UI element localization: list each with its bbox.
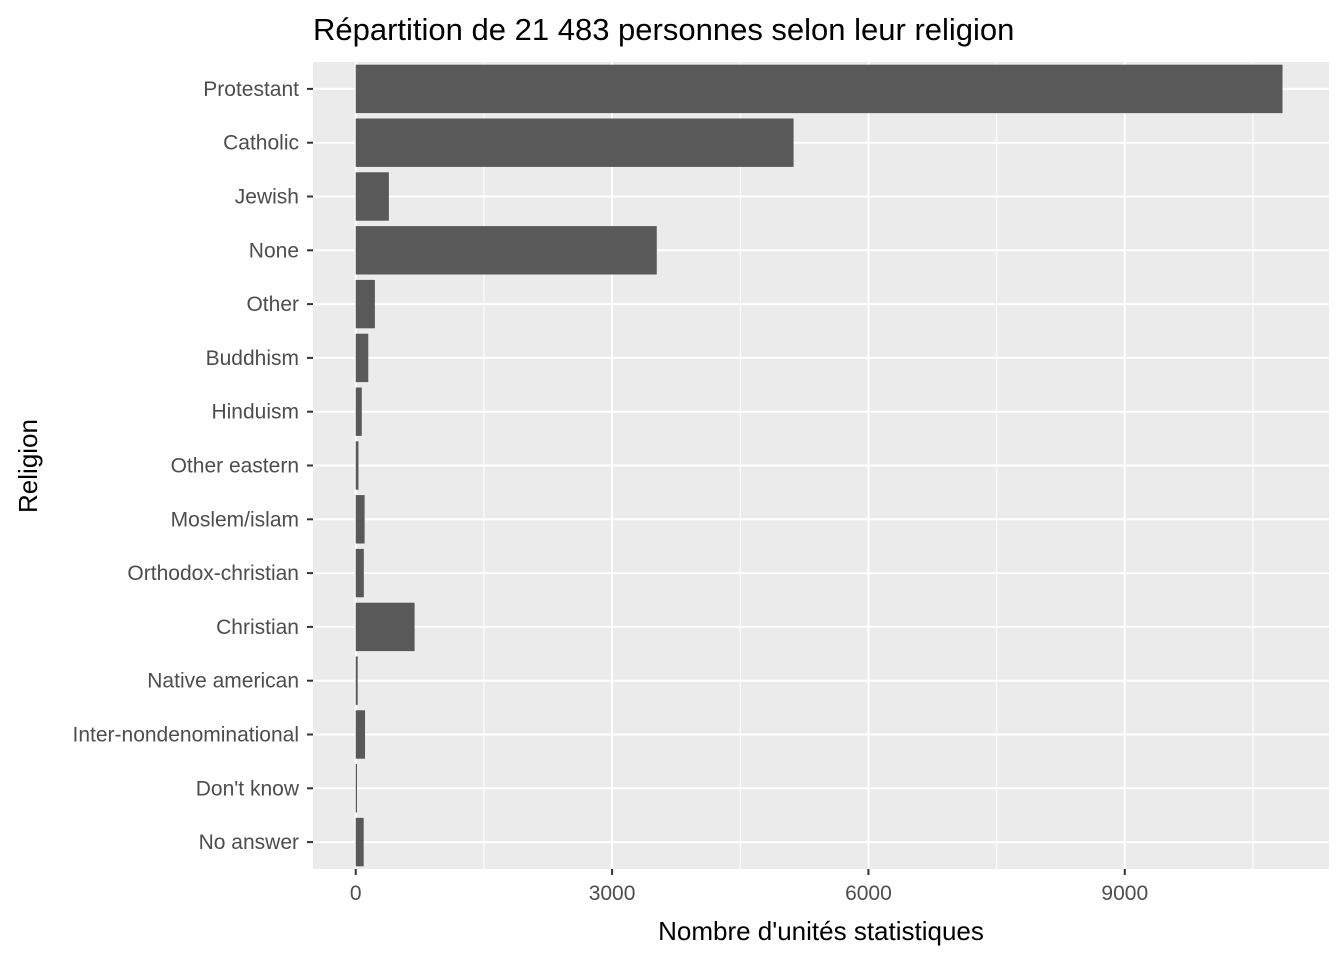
x-tick-label: 6000	[845, 882, 892, 905]
y-tick-label: Hinduism	[211, 401, 299, 424]
y-tick-label: Other eastern	[171, 455, 299, 478]
bar	[355, 710, 366, 759]
y-tick-label: None	[249, 239, 299, 262]
x-tick-label: 9000	[1101, 882, 1148, 905]
y-axis-ticks: Protestant Catholic Jewish None Other Buddhis…	[73, 78, 313, 854]
bar	[355, 441, 359, 490]
y-tick-label: Other	[246, 293, 299, 316]
y-tick-label: Buddhism	[206, 347, 299, 370]
chart-title: Répartition de 21 483 personnes selon le…	[313, 12, 1014, 47]
y-tick-label: Protestant	[203, 78, 299, 101]
bar	[355, 64, 1283, 114]
bars	[355, 64, 1283, 867]
bar	[355, 495, 365, 544]
bar	[355, 118, 794, 167]
x-tick-label: 3000	[589, 882, 636, 905]
y-tick-label: Christian	[216, 616, 299, 639]
y-tick-label: Moslem/islam	[171, 508, 299, 531]
x-tick-label: 0	[350, 882, 362, 905]
y-tick-label: Jewish	[235, 186, 299, 209]
y-axis-title: Religion	[13, 419, 43, 513]
x-axis-ticks: 0 3000 6000 9000	[350, 869, 1148, 905]
bar	[355, 333, 369, 383]
bar	[355, 387, 362, 436]
bar	[355, 548, 364, 598]
bar	[355, 656, 358, 705]
y-tick-label: Don't know	[196, 777, 300, 800]
x-axis-title: Nombre d'unités statistiques	[658, 916, 984, 946]
bar	[355, 764, 358, 813]
bar	[355, 279, 375, 329]
bar	[355, 817, 364, 867]
y-tick-label: Inter-nondenominational	[73, 724, 300, 747]
y-tick-label: Catholic	[223, 132, 299, 155]
bar	[355, 602, 415, 652]
y-tick-label: Orthodox-christian	[127, 562, 299, 585]
y-tick-label: Native american	[147, 670, 299, 693]
y-tick-label: No answer	[199, 831, 299, 854]
bar	[355, 172, 389, 221]
bar	[355, 226, 657, 275]
